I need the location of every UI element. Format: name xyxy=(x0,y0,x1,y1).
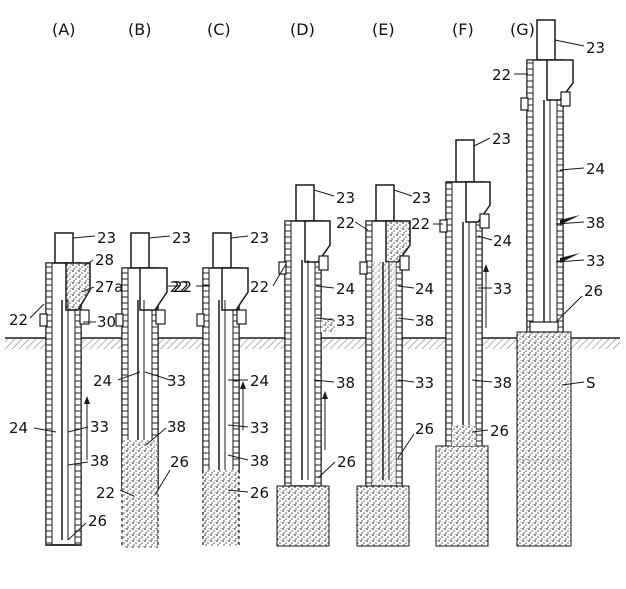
ref-label-a-33: 33 xyxy=(90,418,109,436)
ref-label-g-s: S xyxy=(586,374,596,392)
ref-label-f-23: 23 xyxy=(492,130,511,148)
panel-e: 23 22 24 38 33 26 xyxy=(336,184,434,547)
ref-label-b-22-lower: 22 xyxy=(96,484,115,502)
ref-label-a-24: 24 xyxy=(9,419,28,437)
ref-label-f-33: 33 xyxy=(493,280,512,298)
ref-label-b-23: 23 xyxy=(172,229,191,247)
ref-label-g-24: 24 xyxy=(586,160,605,178)
ref-label-f-24: 24 xyxy=(493,232,512,250)
panel-label-f: (F) xyxy=(452,20,474,39)
ref-label-b-26: 26 xyxy=(170,453,189,471)
ref-label-e-24: 24 xyxy=(415,280,434,298)
ref-label-g-23: 23 xyxy=(586,39,605,57)
ref-label-d-33: 33 xyxy=(336,312,355,330)
ref-label-a-28: 28 xyxy=(95,251,114,269)
ref-label-a-27a: 27a xyxy=(95,278,123,296)
ref-label-a-22: 22 xyxy=(9,311,28,329)
ref-label-c-38: 38 xyxy=(250,452,269,470)
ref-label-d-26: 26 xyxy=(337,453,356,471)
panel-a: 23 28 27a 22 30 24 33 38 26 xyxy=(9,229,123,546)
ref-label-g-22: 22 xyxy=(492,66,511,84)
ref-label-c-22: 22 xyxy=(173,278,192,296)
ref-label-c-26: 26 xyxy=(250,484,269,502)
ref-label-e-22: 22 xyxy=(336,214,355,232)
ref-label-a-38: 38 xyxy=(90,452,109,470)
panel-label-b: (B) xyxy=(128,20,151,39)
ref-label-d-24: 24 xyxy=(336,280,355,298)
ref-label-g-26: 26 xyxy=(584,282,603,300)
ref-label-f-38: 38 xyxy=(493,374,512,392)
ref-label-f-22: 22 xyxy=(411,215,430,233)
panel-g: 23 22 24 38 33 26 S xyxy=(492,19,605,547)
ref-label-g-33: 33 xyxy=(586,252,605,270)
ref-label-c-24: 24 xyxy=(250,372,269,390)
ref-label-c-23: 23 xyxy=(250,229,269,247)
ref-label-b-33: 33 xyxy=(167,372,186,390)
panel-d: 23 22 24 33 38 26 xyxy=(250,184,356,547)
panel-label-e: (E) xyxy=(372,20,395,39)
ref-label-e-23: 23 xyxy=(412,189,431,207)
panel-label-g: (G) xyxy=(510,20,535,39)
ref-label-b-24: 24 xyxy=(93,372,112,390)
panel-c: 23 22 24 33 38 26 xyxy=(173,229,269,546)
ref-label-a-23: 23 xyxy=(97,229,116,247)
ref-label-b-38: 38 xyxy=(167,418,186,436)
ref-label-e-38: 38 xyxy=(415,312,434,330)
ref-label-f-26: 26 xyxy=(490,422,509,440)
ref-label-d-23: 23 xyxy=(336,189,355,207)
ref-label-c-33: 33 xyxy=(250,419,269,437)
panel-b: 23 22 33 24 38 26 22 xyxy=(93,229,191,548)
ref-label-e-26: 26 xyxy=(415,420,434,438)
ref-label-a-30: 30 xyxy=(97,313,116,331)
ref-label-b-22: 22 xyxy=(170,278,189,296)
ref-label-e-33: 33 xyxy=(415,374,434,392)
panel-label-d: (D) xyxy=(290,20,315,39)
ref-label-d-22: 22 xyxy=(250,278,269,296)
ref-label-a-26: 26 xyxy=(88,512,107,530)
panel-label-c: (C) xyxy=(207,20,231,39)
panel-f: 23 22 24 33 38 26 xyxy=(411,130,512,547)
ref-label-g-38: 38 xyxy=(586,214,605,232)
ref-label-d-38: 38 xyxy=(336,374,355,392)
panel-label-a: (A) xyxy=(52,20,75,39)
